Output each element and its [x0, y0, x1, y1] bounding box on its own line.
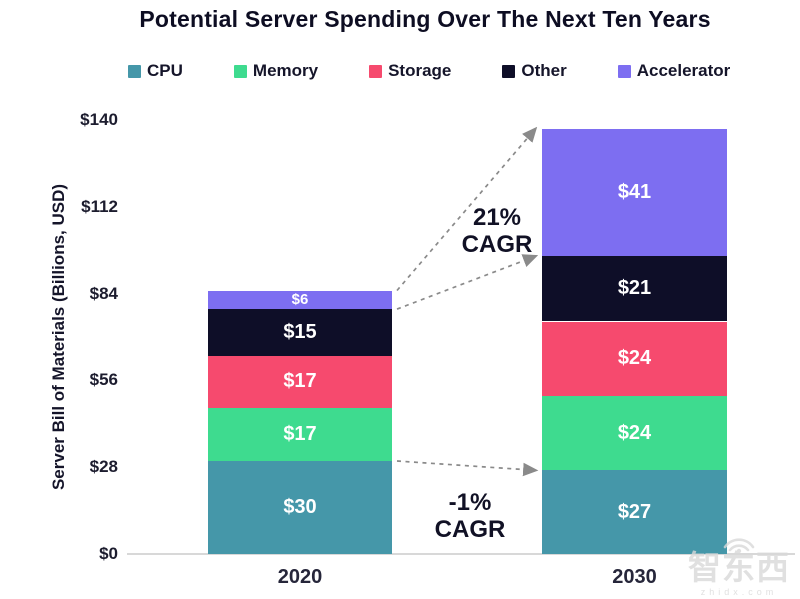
bar-2030-segment-memory: $24 — [542, 395, 727, 471]
legend-label-storage: Storage — [388, 61, 452, 80]
y-tick-56: $56 — [89, 370, 118, 390]
bar-2020-segment-accelerator: $6 — [208, 290, 392, 310]
bar-2020-segment-memory: $17 — [208, 408, 392, 461]
legend-swatch-cpu — [128, 64, 141, 78]
bar-2030-value-other: $21 — [617, 277, 652, 300]
bar-2020-value-cpu: $30 — [283, 496, 317, 518]
legend-item-accelerator: Accelerator — [617, 61, 731, 81]
x-category-2020: 2020 — [277, 566, 323, 588]
y-tick-84: $84 — [89, 283, 118, 303]
bar-2030-value-memory: $24 — [617, 421, 652, 444]
annotation-cagr-up: 21% CAGR — [437, 204, 557, 258]
dashed-arrow-1-0 — [396, 460, 539, 477]
bar-2020-value-memory: $17 — [283, 423, 317, 446]
legend: CPU Memory Storage Other Accelerator — [128, 61, 730, 81]
bar-2030-segment-storage: $24 — [542, 321, 727, 396]
legend-label-accelerator: Accelerator — [636, 61, 731, 80]
x-category-2030: 2030 — [612, 566, 657, 588]
y-tick-112: $112 — [81, 196, 118, 216]
bar-2030-segment-accelerator: $41 — [542, 129, 727, 257]
legend-swatch-storage — [369, 64, 383, 78]
annotation-cagr-up-line2: CAGR — [461, 231, 533, 258]
legend-label-other: Other — [521, 61, 567, 80]
chart-title: Potential Server Spending Over The Next … — [139, 6, 711, 32]
y-tick-140: $140 — [80, 110, 118, 129]
bar-2020-value-storage: $17 — [283, 370, 317, 393]
legend-item-cpu: CPU — [128, 61, 183, 81]
annotation-cagr-down-line2: CAGR — [434, 516, 506, 543]
bar-2030-value-storage: $24 — [617, 347, 652, 370]
legend-swatch-memory — [233, 64, 247, 78]
legend-item-memory: Memory — [233, 61, 319, 81]
bar-2020-segment-cpu: $30 — [208, 461, 392, 554]
dashed-arrow-0-1 — [396, 254, 539, 310]
legend-item-other: Other — [502, 61, 567, 81]
annotation-cagr-down-line1: -1% — [448, 489, 492, 516]
annotation-cagr-down: -1% CAGR — [410, 489, 530, 543]
legend-label-memory: Memory — [252, 61, 319, 80]
bar-2030-value-accelerator: $41 — [617, 181, 652, 204]
x-axis-line — [127, 553, 795, 555]
bar-2020-segment-other: $15 — [208, 309, 392, 356]
bar-2030-value-cpu: $27 — [617, 500, 652, 523]
legend-label-cpu: CPU — [147, 61, 183, 80]
y-tick-0: $0 — [99, 544, 118, 563]
legend-swatch-other — [502, 64, 516, 78]
bar-2020-value-accelerator: $6 — [291, 291, 309, 309]
bar-2020-segment-storage: $17 — [208, 355, 392, 409]
bar-2020-value-other: $15 — [283, 320, 317, 343]
bar-2030-segment-cpu: $27 — [542, 470, 727, 554]
annotation-cagr-up-line1: 21% — [472, 204, 522, 231]
legend-swatch-accelerator — [617, 64, 631, 78]
y-tick-28: $28 — [89, 457, 118, 477]
bar-2030-segment-other: $21 — [542, 256, 727, 322]
legend-item-storage: Storage — [369, 61, 451, 81]
